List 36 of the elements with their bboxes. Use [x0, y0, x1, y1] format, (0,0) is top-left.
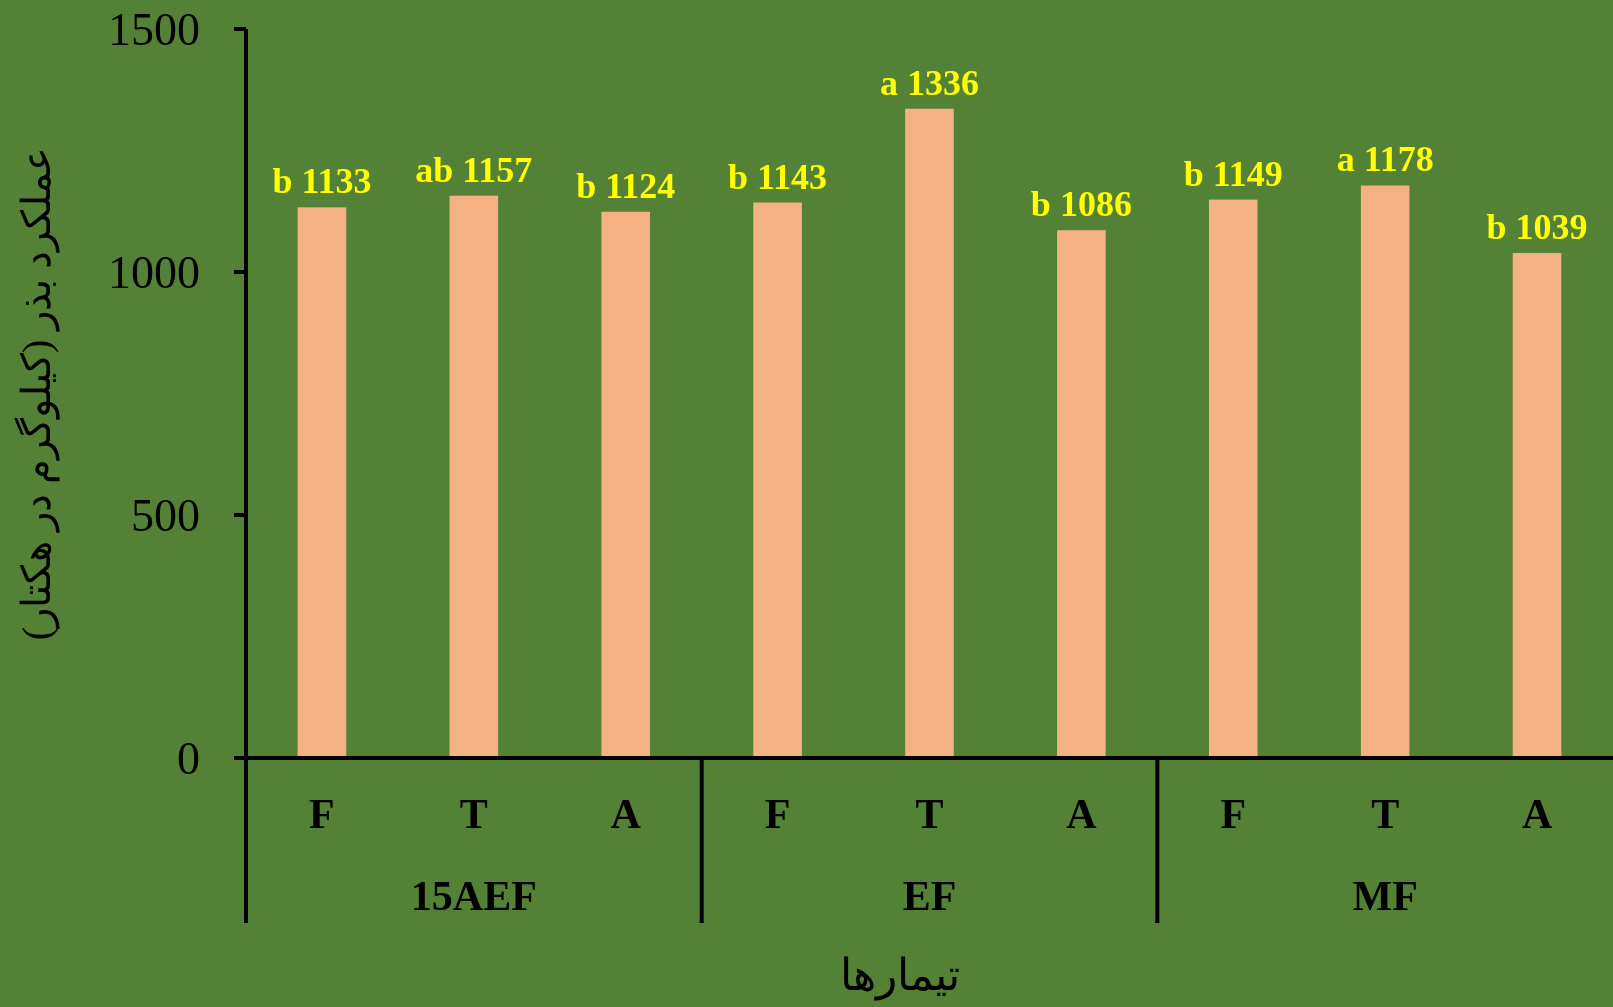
data-label: b 1086 — [1030, 184, 1132, 225]
x-tick-label: A — [1521, 791, 1553, 837]
x-tick-label: T — [1371, 791, 1400, 837]
y-tick-label: 500 — [131, 490, 200, 542]
bar — [753, 202, 802, 758]
x-tick-label: T — [459, 791, 488, 837]
y-tick-label: 1500 — [108, 4, 200, 56]
x-tick-label: T — [915, 791, 944, 837]
y-tick-label: 0 — [177, 733, 200, 785]
x-tick-label: F — [309, 791, 335, 837]
text: MF — [1352, 873, 1418, 919]
bar — [1208, 199, 1258, 758]
x-tick-label: F — [1220, 791, 1247, 837]
data-label: ab 1157 — [415, 149, 533, 190]
data-label: b 1133 — [272, 161, 372, 202]
bar — [1360, 185, 1410, 758]
bar — [1057, 230, 1106, 758]
text: 15AEF — [410, 873, 537, 919]
bar — [601, 211, 651, 758]
x-tick-label: F — [764, 791, 791, 837]
x-axis-title: تیمارها — [839, 951, 960, 1001]
data-label: a 1336 — [880, 62, 979, 103]
data-label: b 1149 — [1183, 153, 1283, 194]
x-tick-label: A — [1066, 791, 1098, 837]
data-label: a 1178 — [1336, 139, 1434, 180]
text: EF — [902, 873, 957, 919]
y-tick-label: 1000 — [108, 247, 200, 299]
bar — [297, 207, 347, 758]
x-tick-label: A — [610, 791, 642, 837]
bar — [449, 195, 499, 758]
bar — [1512, 253, 1562, 758]
y-axis-title: عملکرد بذر (کیلوگرم در هکتار) — [14, 146, 60, 641]
data-label: b 1039 — [1486, 207, 1588, 248]
data-label: b 1143 — [728, 156, 828, 197]
data-label: b 1124 — [576, 165, 676, 206]
bar — [905, 108, 954, 758]
